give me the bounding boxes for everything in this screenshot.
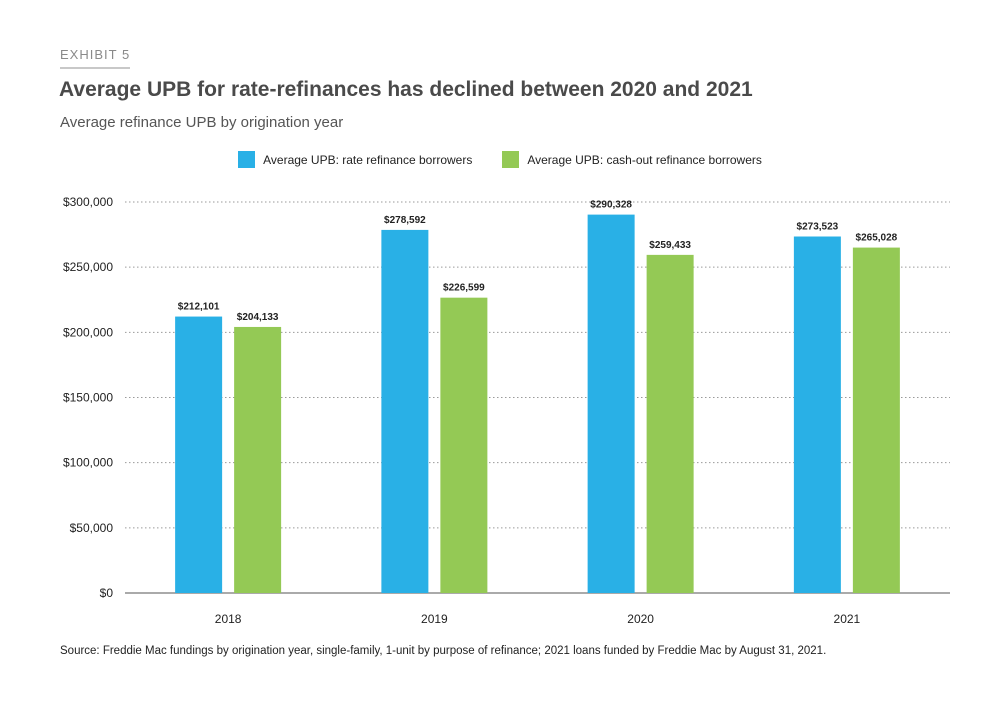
data-label: $212,101 (178, 302, 220, 313)
data-label: $204,133 (237, 312, 279, 323)
legend-item-rate: Average UPB: rate refinance borrowers (238, 151, 472, 168)
exhibit-label: EXHIBIT 5 (60, 47, 131, 69)
y-tick-label: $200,000 (63, 325, 113, 339)
x-tick-label: 2021 (834, 612, 861, 626)
y-tick-label: $0 (100, 586, 114, 600)
bar-rate-2020 (587, 214, 635, 593)
x-tick-label: 2019 (421, 612, 448, 626)
legend-swatch-cashout (502, 151, 520, 168)
bar-rate-2019 (381, 229, 429, 593)
bar-cashout-2020 (646, 254, 694, 594)
data-label: $278,592 (384, 215, 426, 226)
bar-cashout-2018 (234, 326, 282, 593)
y-tick-label: $100,000 (63, 456, 113, 470)
data-label: $273,523 (797, 222, 839, 233)
legend-item-cashout: Average UPB: cash-out refinance borrower… (502, 151, 762, 168)
chart-subtitle: Average refinance UPB by origination yea… (60, 114, 344, 131)
data-label: $265,028 (856, 233, 898, 244)
legend-label-cashout: Average UPB: cash-out refinance borrower… (527, 152, 762, 167)
y-tick-label: $50,000 (70, 521, 114, 535)
bar-rate-2018 (175, 316, 223, 593)
data-label: $290,328 (590, 200, 632, 211)
data-label: $226,599 (443, 283, 485, 294)
y-tick-label: $250,000 (63, 260, 113, 274)
bar-cashout-2019 (440, 297, 488, 593)
chart-title: Average UPB for rate-refinances has decl… (59, 78, 753, 101)
x-tick-label: 2018 (215, 612, 242, 626)
y-tick-label: $150,000 (63, 391, 113, 405)
bar-cashout-2021 (852, 247, 900, 593)
x-tick-label: 2020 (627, 612, 654, 626)
bar-rate-2021 (793, 236, 841, 593)
source-note: Source: Freddie Mac fundings by originat… (60, 645, 827, 657)
y-tick-label: $300,000 (63, 195, 113, 209)
legend: Average UPB: rate refinance borrowers Av… (0, 151, 1000, 168)
legend-label-rate: Average UPB: rate refinance borrowers (263, 152, 473, 167)
legend-swatch-rate (238, 151, 256, 168)
data-label: $259,433 (649, 240, 691, 251)
